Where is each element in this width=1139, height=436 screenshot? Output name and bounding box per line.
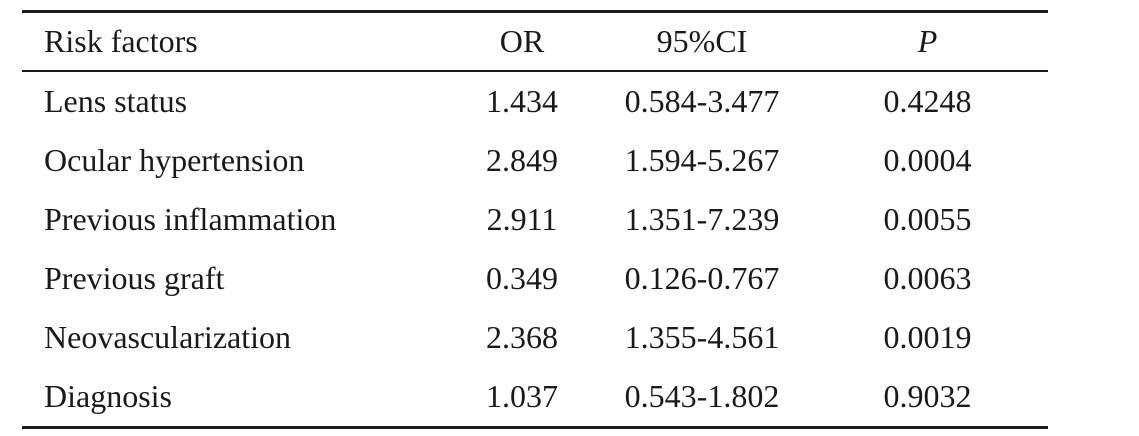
cell-or: 2.911 bbox=[486, 201, 558, 237]
cell-95ci: 1.355-4.561 bbox=[624, 319, 780, 355]
cell-risk-factor: Diagnosis bbox=[22, 367, 427, 429]
cell-or: 0.349 bbox=[486, 260, 558, 296]
header-or: OR bbox=[427, 10, 587, 72]
table-row: Lens status 1.434 0.584-3.477 0.4248 bbox=[22, 71, 1048, 131]
cell-or: 1.037 bbox=[427, 367, 587, 429]
table-row: Previous inflammation 2.911 1.351-7.239 … bbox=[22, 190, 1048, 249]
table-row: Previous graft 0.349 0.126-0.767 0.0063 bbox=[22, 249, 1048, 308]
table-row: Diagnosis 1.037 0.543-1.802 0.9032 bbox=[22, 367, 1048, 429]
table-row: Neovascularization 2.368 1.355-4.561 0.0… bbox=[22, 308, 1048, 367]
cell-or: 2.849 bbox=[486, 142, 558, 178]
cell-risk-factor: Previous graft bbox=[44, 260, 225, 296]
cell-p-value: 0.0055 bbox=[883, 201, 972, 237]
cell-95ci: 0.126-0.767 bbox=[624, 260, 780, 296]
cell-p-value: 0.0004 bbox=[883, 142, 972, 178]
cell-p-value: 0.9032 bbox=[817, 367, 1048, 429]
table-body: Lens status 1.434 0.584-3.477 0.4248 Ocu… bbox=[22, 71, 1048, 429]
cell-p-value: 0.0019 bbox=[883, 319, 972, 355]
header-p-value: P bbox=[817, 10, 1048, 72]
cell-risk-factor: Lens status bbox=[44, 83, 188, 119]
cell-95ci: 0.584-3.477 bbox=[624, 83, 780, 119]
cell-or: 1.434 bbox=[486, 83, 558, 119]
cell-p-value: 0.0063 bbox=[883, 260, 972, 296]
header-95ci: 95%CI bbox=[587, 10, 817, 72]
risk-factor-table: Risk factors OR 95%CI P Lens status 1.43… bbox=[22, 10, 1048, 429]
header-row: Risk factors OR 95%CI P bbox=[22, 10, 1048, 72]
table-row: Ocular hypertension 2.849 1.594-5.267 0.… bbox=[22, 131, 1048, 190]
cell-risk-factor: Previous inflammation bbox=[44, 201, 337, 237]
cell-p-value: 0.4248 bbox=[883, 83, 972, 119]
cell-or: 2.368 bbox=[486, 319, 558, 355]
cell-risk-factor: Neovascularization bbox=[44, 319, 291, 355]
cell-95ci: 1.351-7.239 bbox=[624, 201, 780, 237]
cell-risk-factor: Ocular hypertension bbox=[44, 142, 305, 178]
cell-95ci: 1.594-5.267 bbox=[624, 142, 780, 178]
risk-factor-table-container: Risk factors OR 95%CI P Lens status 1.43… bbox=[22, 10, 1048, 429]
header-risk-factors: Risk factors bbox=[22, 10, 427, 72]
table-header: Risk factors OR 95%CI P bbox=[22, 10, 1048, 72]
cell-95ci: 0.543-1.802 bbox=[587, 367, 817, 429]
